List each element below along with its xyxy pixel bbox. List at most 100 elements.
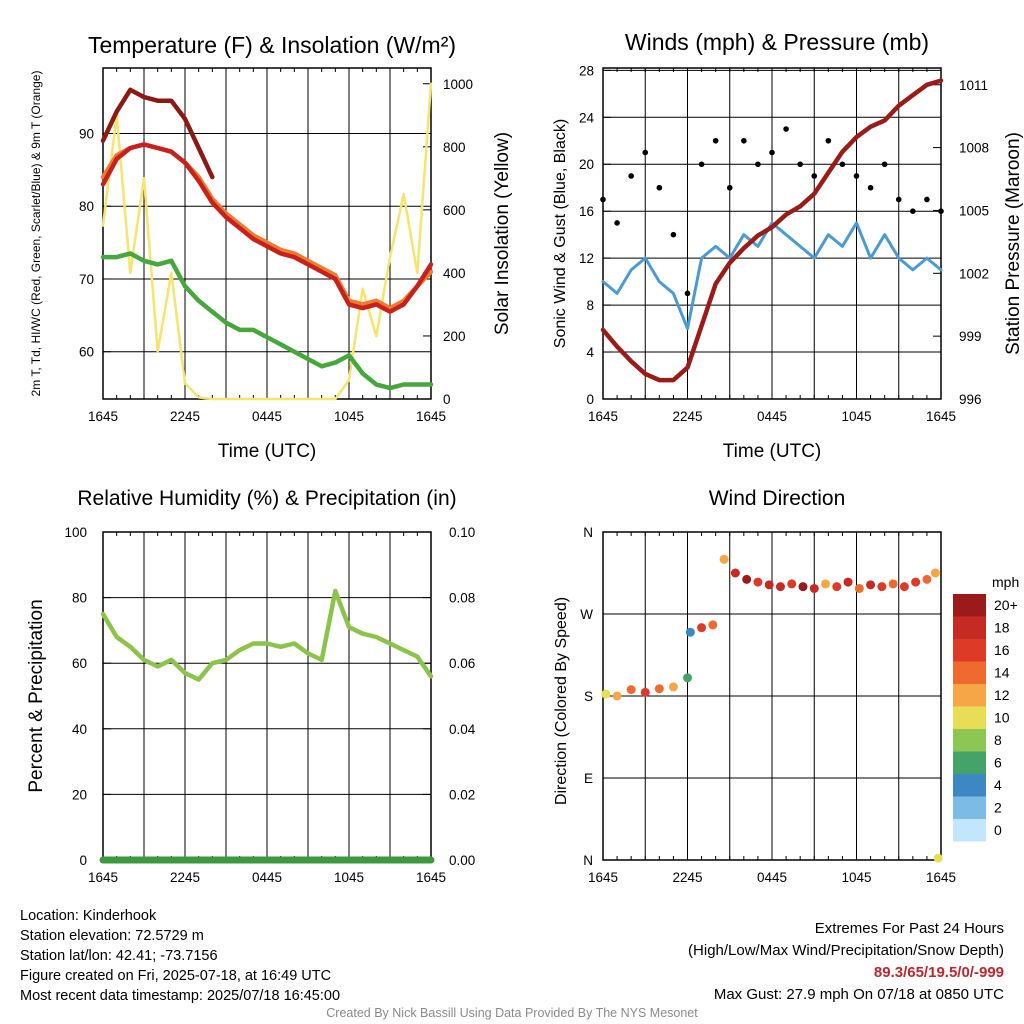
gust-point [726,184,733,191]
colorbar-swatch [953,639,986,662]
direction-point [683,673,692,683]
credit-line: Created By Nick Bassill Using Data Provi… [326,1006,698,1020]
y-tick-label: 80 [79,199,94,214]
panel-3: 1645 2245 0445 1045 1645 Relative Humidity (%… [26,487,476,885]
series-line-humidity [100,588,434,682]
extremes-values: 89.3/65/19.5/0/-999 [873,964,1004,981]
series-line-pressure [600,78,944,383]
direction-point [922,574,932,584]
direction-point [640,687,650,697]
gust-point [670,231,677,238]
y-axis-label: Percent & Precipitation [26,599,47,792]
colorbar-swatch [953,706,986,729]
direction-point [888,579,898,589]
y2-tick-label: 0.10 [449,525,475,540]
gust-point [839,161,846,168]
y2-tick-label: 999 [959,329,982,344]
y-axis-label: 2m T, Td, HI/WC (Red, Green, Scarlet/Blu… [29,71,43,397]
gust-point [600,196,606,203]
x-tick-label: 1045 [841,409,871,424]
y2-tick-label: 0 [443,392,451,407]
gust-point [867,184,874,191]
y2-tick-label: 1002 [959,266,989,281]
y-axis-label: Sonic Wind & Gust (Blue, Black) [552,119,569,348]
x-axis-label: Time (UTC) [218,441,317,462]
direction-point [866,580,876,590]
gust-point [825,137,832,144]
x-tick-label: 2245 [672,870,702,885]
figure-created: Figure created on Fri, 2025-07-18, at 16… [20,968,332,984]
gust-point [895,196,902,203]
x-tick-label: 1045 [334,870,364,885]
y2-tick-label: 0.08 [449,591,475,606]
y-tick-label: 4 [586,345,594,360]
y2-tick-label: 0.00 [449,853,475,868]
extremes-subtitle: (High/Low/Max Wind/Precipitation/Snow De… [688,942,1004,959]
direction-point [821,579,831,589]
series-line-heat_index [100,87,215,180]
y-tick-label: 12 [579,251,594,266]
direction-point [798,582,808,592]
colorbar-swatch [953,594,986,617]
direction-point [764,580,774,590]
chart-title: Wind Direction [709,487,846,510]
direction-point [668,682,678,692]
gust-point [741,137,747,144]
y2-axis-label: Station Pressure (Maroon) [1003,132,1024,355]
y-tick-label: 60 [79,345,94,360]
panel-2: 1645 2245 0445 1045 1645 Winds (mph) & Pressu… [552,29,1024,462]
direction-point [843,577,853,587]
direction-point [753,577,763,587]
x-tick-label: 1045 [334,409,364,424]
colorbar-label: 8 [994,732,1002,748]
direction-point [854,583,864,593]
gust-point [881,161,888,168]
figure-canvas: 1645 2245 0445 1045 1645 Temperature (F) & In… [26,29,1024,885]
gust-point [797,161,803,168]
series-line-insolation [101,82,433,401]
gust-point [769,149,775,156]
y-tick-label: 70 [79,272,94,287]
y-tick-label: 16 [579,204,594,219]
panel-4: 1645 2245 0445 1045 1645 Wind Direction N E S W N D… [553,487,1019,885]
direction-point [930,568,940,578]
y2-tick-label: 0.02 [449,787,475,802]
y-axis-label: Direction (Colored By Speed) [553,597,570,805]
direction-point [697,623,707,633]
colorbar-label: 18 [994,620,1010,636]
colorbar-label: 16 [994,642,1010,658]
x-tick-label: 1645 [416,409,446,424]
station-info: Location: Kinderhook Station elevation: … [20,906,340,1006]
panel-1: 1645 2245 0445 1045 1645 Temperature (F) & In… [29,32,513,462]
colorbar-label: 0 [994,822,1002,838]
colorbar-label: 20+ [994,597,1018,613]
y2-tick-label: 400 [443,266,466,281]
y2-axis-label: Solar Insolation (Yellow) [492,132,513,335]
y2-tick-label: 800 [443,140,466,155]
y2-tick-label: 200 [443,329,466,344]
gust-point [938,208,944,214]
direction-point [612,691,622,701]
chart-title: Relative Humidity (%) & Precipitation (i… [77,487,456,510]
y2-tick-label: 1011 [959,78,988,93]
y-tick-label: N [583,853,593,868]
y2-tick-label: 0.04 [449,722,476,737]
colorbar-swatch [953,774,986,797]
x-tick-label: 1645 [588,870,618,885]
chart-title: Temperature (F) & Insolation (W/m²) [88,32,456,58]
x-tick-label: 1645 [588,409,618,424]
colorbar-swatch [953,729,986,752]
y2-tick-label: 1000 [443,77,473,92]
direction-point [708,620,718,630]
direction-point [654,684,664,694]
x-axis-label: Time (UTC) [723,441,822,462]
y-tick-label: S [584,689,593,704]
y-tick-label: 80 [72,591,87,606]
x-tick-label: 2245 [170,870,200,885]
gust-point [628,173,634,179]
colorbar-label: 4 [994,777,1002,793]
colorbar-swatch [953,684,986,707]
x-tick-label: 0445 [252,870,282,885]
direction-point [626,685,636,695]
x-tick-label: 1045 [841,870,871,885]
